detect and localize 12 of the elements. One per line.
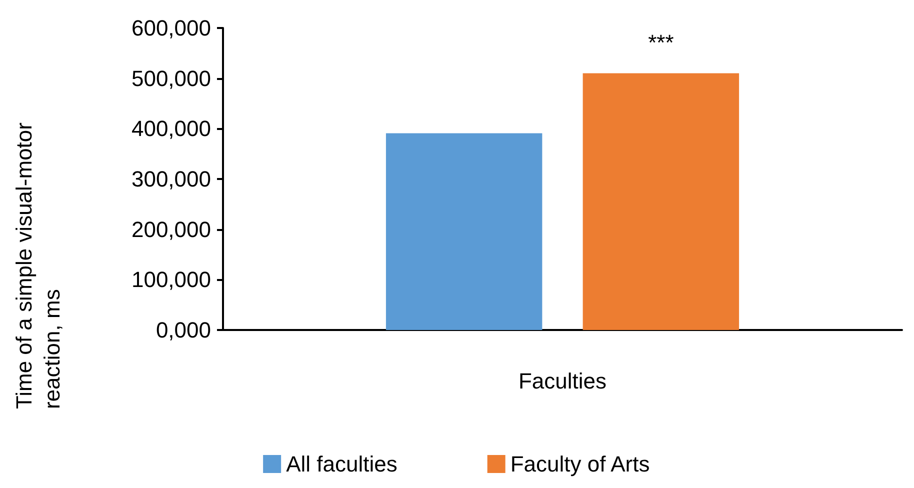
y-tick-label: 300,000: [131, 166, 211, 192]
y-tick-label: 200,000: [131, 216, 211, 242]
y-tick-label: 100,000: [131, 267, 211, 292]
y-axis-title: Time of a simple visual-motor reaction, ms: [12, 116, 64, 409]
y-tick-label: 500,000: [131, 66, 211, 91]
y-tick-label: 0,000: [156, 318, 211, 342]
y-tick-label: 600,000: [131, 16, 211, 40]
y-tick-label: 400,000: [131, 116, 211, 142]
legend-label: All faculties: [286, 452, 398, 476]
x-axis-title: Faculties: [518, 368, 607, 394]
legend-label: Faculty of Arts: [510, 452, 650, 476]
annotation: ***: [648, 30, 674, 55]
